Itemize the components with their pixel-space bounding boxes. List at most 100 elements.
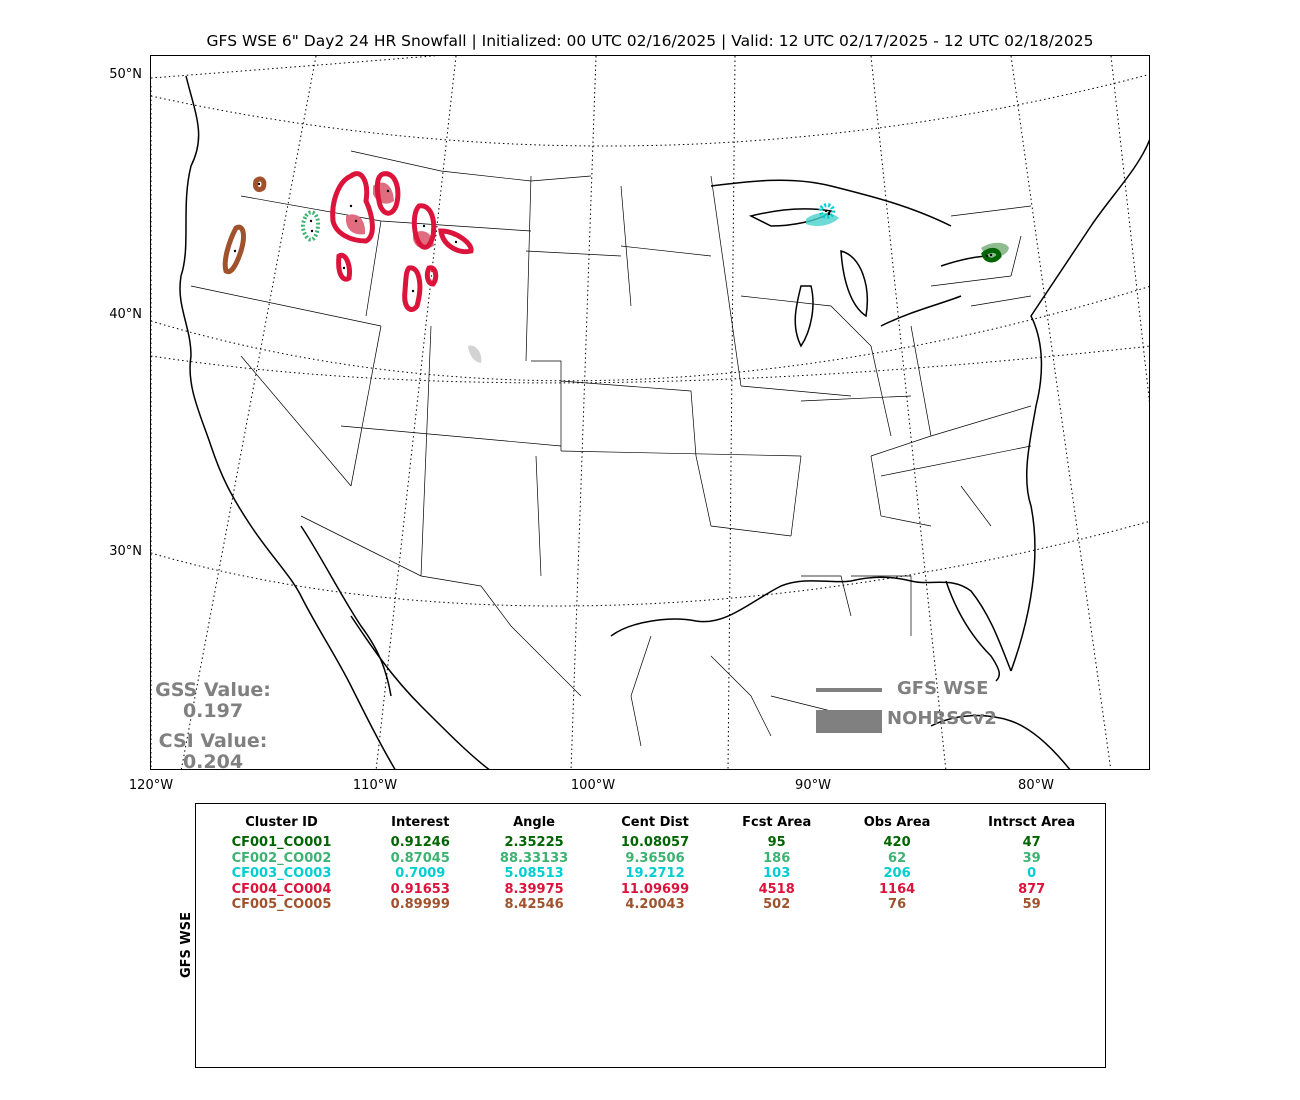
- table-header-row: Cluster ID Interest Angle Cent Dist Fcst…: [196, 814, 1107, 835]
- lake-erie: [880, 295, 962, 327]
- table-row: CF001_CO001 0.91246 2.35225 10.08057 95 420 47: [196, 835, 1107, 851]
- table-row: CF005_CO005 0.89999 8.42546 4.20043 502 76 59: [196, 897, 1107, 913]
- legend-forecast-label: GFS WSE: [897, 678, 989, 699]
- table-cell: 2.35225: [504, 835, 564, 850]
- table-row: CF003_CO003 0.7009 5.08513 19.2712 103 206 0: [196, 866, 1107, 882]
- cf004-blob-6: [402, 265, 423, 312]
- lat-label-50: 50°N: [109, 67, 142, 82]
- obs-area-cf004b: [346, 214, 366, 235]
- cf004-blob-2: [374, 171, 401, 216]
- lat-line-40: [151, 286, 1149, 382]
- lon-label-120: 120°W: [128, 778, 174, 793]
- table-cell: 0.7009: [395, 866, 446, 881]
- obs-area-cf003: [806, 212, 839, 226]
- lat-line-50: [151, 56, 439, 79]
- header-obs-area: Obs Area: [863, 815, 931, 830]
- great-lakes-north: [710, 179, 952, 227]
- table-cell: 8.39975: [504, 881, 564, 897]
- lon-label-90: 90°W: [795, 778, 831, 793]
- table-cell: CF002_CO002: [231, 850, 332, 866]
- lake-huron: [840, 250, 868, 318]
- table-cell: 1164: [878, 881, 916, 897]
- table-cell: 877: [1018, 881, 1046, 897]
- csi-score: CSI Value: 0.204: [148, 731, 278, 773]
- gulf-coast: [610, 576, 1012, 672]
- stats-table: Cluster ID Interest Angle Cent Dist Fcst…: [196, 814, 1107, 913]
- table-cell: 0.91653: [390, 881, 450, 897]
- table-row: CF004_CO004 0.91653 8.39975 11.09699 4518 116…: [196, 882, 1107, 898]
- table-cell: 0.87045: [390, 850, 450, 866]
- table-cell: CF003_CO003: [231, 866, 332, 881]
- fcst-area-cf004: [330, 171, 474, 312]
- gss-label: GSS Value:: [155, 679, 271, 701]
- table-cell: 103: [763, 866, 791, 881]
- lat-line-30: [151, 521, 1149, 607]
- fcst-area-cf005a: [253, 176, 267, 193]
- coastlines: [179, 75, 1149, 769]
- table-cell: 0: [1027, 866, 1037, 881]
- florida: [945, 580, 1001, 682]
- table-cell: 19.2712: [625, 866, 685, 881]
- west-coast: [179, 75, 396, 769]
- obs-area-grey: [468, 345, 482, 363]
- cf004-blob-1: [330, 171, 375, 244]
- table-cell: 10.08057: [620, 835, 690, 850]
- table-cell: 47: [1022, 835, 1041, 850]
- table-cell: 186: [763, 850, 791, 866]
- east-coast: [1010, 139, 1149, 672]
- table-cell: 88.33133: [499, 850, 569, 866]
- map-legend: [816, 688, 882, 733]
- lat-label-30: 30°N: [109, 544, 142, 559]
- header-cluster-id: Cluster ID: [245, 815, 318, 830]
- table-cell: 206: [883, 866, 911, 881]
- lat-line-45: [151, 74, 1149, 147]
- table-side-label: GFS WSE: [178, 911, 194, 979]
- table-cell: 39: [1022, 850, 1041, 866]
- table-cell: 8.42546: [504, 897, 564, 912]
- forecast-dots: [233, 182, 993, 293]
- fcst-area-cf002: [301, 210, 321, 242]
- legend-observed-swatch: [816, 710, 882, 733]
- forecast-objects: [222, 171, 1002, 312]
- fcst-area-cf001: [981, 247, 1002, 263]
- yucatan: [930, 714, 1071, 769]
- gss-score: GSS Value: 0.197: [148, 680, 278, 722]
- header-angle: Angle: [513, 815, 556, 830]
- stats-table-panel: Cluster ID Interest Angle Cent Dist Fcst…: [195, 803, 1106, 1068]
- header-fcst-area: Fcst Area: [742, 815, 812, 830]
- lon-line-105: [570, 56, 597, 769]
- header-interest: Interest: [391, 815, 450, 830]
- table-row: CF002_CO002 0.87045 88.33133 9.36506 186 62 39: [196, 851, 1107, 867]
- header-cent-dist: Cent Dist: [621, 815, 689, 830]
- observed-objects: [346, 182, 1009, 363]
- table-cell: 9.36506: [625, 850, 685, 866]
- table-cell: 11.09699: [620, 881, 690, 897]
- lon-line-100b: [727, 56, 736, 769]
- lon-line-90: [870, 56, 947, 769]
- table-cell: 5.08513: [504, 866, 564, 881]
- cf004-blob-4: [438, 228, 474, 255]
- lat-line-35b: [151, 345, 1149, 384]
- cf004-blob-5: [336, 252, 352, 282]
- lon-line-80b: [1010, 56, 1112, 769]
- chart-title: GFS WSE 6" Day2 24 HR Snowfall | Initial…: [206, 32, 1094, 50]
- legend-observed-label: NOHRSCv2: [887, 708, 997, 729]
- csi-value: 0.204: [182, 751, 244, 773]
- table-cell: 420: [883, 835, 911, 850]
- lon-label-110: 110°W: [352, 778, 398, 793]
- fcst-area-cf003: [818, 203, 836, 219]
- lon-line-110: [375, 56, 457, 769]
- lon-label-100: 100°W: [570, 778, 616, 793]
- table-cell: CF001_CO001: [231, 835, 332, 850]
- table-cell: 76: [888, 897, 907, 912]
- graticule: [151, 56, 1149, 769]
- table-cell: 59: [1022, 897, 1041, 912]
- cf004-blob-7: [424, 265, 439, 287]
- table-cell: 62: [888, 850, 907, 866]
- lake-superior: [748, 208, 833, 227]
- table-cell: CF005_CO005: [231, 897, 332, 912]
- cf004-blob-3: [411, 203, 437, 250]
- lon-line-115: [180, 56, 317, 769]
- table-cell: 502: [763, 897, 791, 912]
- header-intrsct-area: Intrsct Area: [988, 815, 1076, 830]
